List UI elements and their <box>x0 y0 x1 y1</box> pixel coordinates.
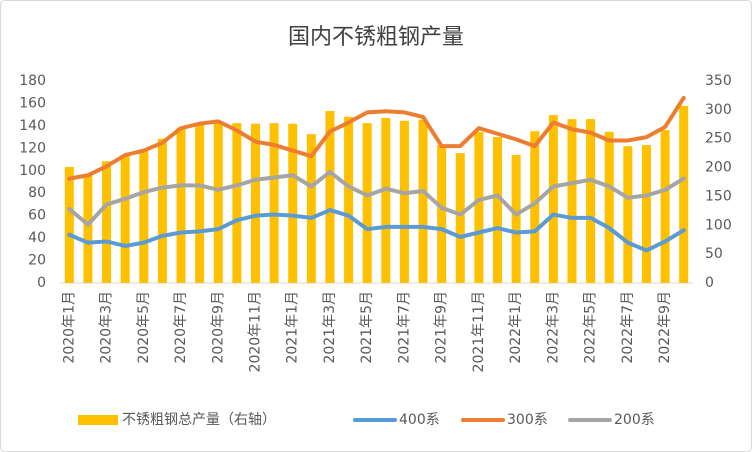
bar <box>567 119 577 283</box>
y2-tick-label: 200 <box>705 160 732 176</box>
bar <box>232 123 242 283</box>
x-tick-label: 2022年1月 <box>508 291 524 364</box>
bar <box>641 145 651 283</box>
x-tick-label: 2021年11月 <box>471 291 487 372</box>
y-tick-label: 180 <box>19 73 46 89</box>
y2-tick-label: 50 <box>705 246 723 262</box>
x-tick-label: 2020年5月 <box>136 291 152 364</box>
line-series <box>67 95 686 181</box>
bar <box>623 146 633 283</box>
x-tick-label: 2021年3月 <box>322 291 338 364</box>
bar <box>474 131 484 283</box>
bar <box>511 154 521 283</box>
bar <box>288 123 298 283</box>
y2-tick-label: 0 <box>705 275 714 291</box>
y2-tick-label: 150 <box>705 188 732 204</box>
y2-tick-label: 250 <box>705 131 732 147</box>
bar <box>64 166 74 283</box>
bar <box>139 150 149 283</box>
bar <box>306 134 316 283</box>
x-tick-label: 2021年1月 <box>285 291 301 364</box>
x-tick-label: 2020年9月 <box>210 291 226 364</box>
bar <box>604 131 614 283</box>
bar <box>269 123 279 283</box>
line-series <box>67 169 686 227</box>
bar <box>102 161 112 283</box>
x-tick-label: 2020年1月 <box>61 291 77 364</box>
legend-label: 200系 <box>614 412 655 428</box>
bar <box>548 115 558 284</box>
bar <box>418 119 428 283</box>
bar <box>213 123 223 283</box>
legend-label: 不锈粗钢总产量（右轴） <box>122 412 276 428</box>
bar <box>250 123 260 283</box>
bar <box>679 105 689 284</box>
y-tick-label: 40 <box>28 230 46 246</box>
y-tick-label: 20 <box>28 253 46 269</box>
bar <box>530 131 540 283</box>
y-tick-label: 100 <box>19 163 46 179</box>
chart-title: 国内不锈粗钢产量 <box>288 25 464 50</box>
legend-swatch <box>78 415 118 425</box>
bar <box>493 136 503 283</box>
x-tick-label: 2022年9月 <box>657 291 673 364</box>
bar <box>586 119 596 283</box>
y2-tick-label: 100 <box>705 217 732 233</box>
y-tick-label: 80 <box>28 185 46 201</box>
bar <box>120 154 130 283</box>
bar <box>157 138 167 283</box>
bar <box>660 130 670 283</box>
bar <box>381 117 391 284</box>
legend-label: 400系 <box>399 412 440 428</box>
x-tick-label: 2021年7月 <box>396 291 412 364</box>
x-tick-label: 2022年5月 <box>583 291 599 364</box>
y2-tick-label: 300 <box>705 102 732 118</box>
x-tick-label: 2020年11月 <box>247 291 263 372</box>
x-tick-label: 2020年3月 <box>99 291 115 364</box>
bar <box>176 127 186 284</box>
legend-label: 300系 <box>507 412 548 428</box>
y-tick-label: 60 <box>28 208 46 224</box>
bar <box>399 120 409 283</box>
x-tick-label: 2021年9月 <box>434 291 450 364</box>
y-tick-label: 0 <box>37 275 46 291</box>
y2-tick-label: 350 <box>705 73 732 89</box>
bar <box>362 123 372 283</box>
bar <box>83 175 93 283</box>
bar <box>344 116 354 283</box>
bar <box>195 123 205 283</box>
bar <box>437 145 447 283</box>
bar <box>325 111 335 283</box>
x-tick-label: 2022年7月 <box>620 291 636 364</box>
y-tick-label: 140 <box>19 118 46 134</box>
y-tick-label: 160 <box>19 95 46 111</box>
y-tick-label: 120 <box>19 140 46 156</box>
x-tick-label: 2021年5月 <box>359 291 375 364</box>
line-series <box>67 208 686 253</box>
x-tick-label: 2022年3月 <box>545 291 561 364</box>
bar <box>455 153 465 283</box>
x-tick-label: 2020年7月 <box>173 291 189 364</box>
